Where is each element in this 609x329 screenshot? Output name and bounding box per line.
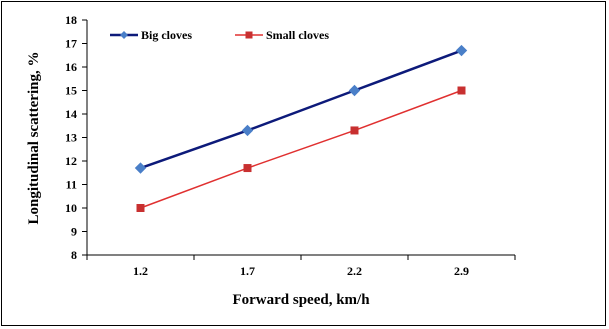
- legend-marker-diamond: [120, 31, 128, 39]
- legend-label: Big cloves: [141, 28, 192, 42]
- y-tick-label: 13: [65, 131, 77, 145]
- y-tick-label: 16: [65, 60, 77, 74]
- legend-marker-square: [245, 31, 253, 39]
- y-tick-label: 18: [65, 13, 77, 27]
- data-point-diamond: [241, 124, 254, 137]
- data-point-square: [457, 86, 466, 95]
- series-line-2: [140, 89, 462, 209]
- y-tick-label: 8: [71, 248, 77, 262]
- y-tick-label: 14: [65, 107, 77, 121]
- y-ticks: 8 9 10 11 12 13 14 15 16 17 18: [65, 13, 87, 262]
- data-point-diamond: [455, 44, 468, 57]
- x-tick-label: 1.2: [133, 264, 148, 278]
- data-point-square: [350, 126, 359, 135]
- x-tick-label: 2.2: [347, 264, 362, 278]
- data-point-diamond: [134, 162, 147, 174]
- y-axis-title: Longitudinal scattering, %: [26, 52, 42, 225]
- x-ticks: 1.2 1.7 2.2 2.9: [86, 255, 516, 278]
- legend: Big cloves Small cloves: [110, 28, 329, 42]
- series-group: [134, 44, 468, 212]
- y-tick-label: 17: [65, 37, 77, 51]
- y-tick-label: 12: [65, 154, 77, 168]
- x-axis-title: Forward speed, km/h: [232, 292, 370, 308]
- data-point-square: [136, 204, 145, 212]
- y-tick-label: 11: [66, 178, 77, 192]
- y-tick-label: 9: [71, 225, 77, 239]
- legend-label: Small cloves: [266, 28, 329, 42]
- x-tick-label: 1.7: [240, 264, 255, 278]
- x-tick-label: 2.9: [454, 264, 469, 278]
- data-point-diamond: [348, 84, 361, 97]
- y-tick-label: 15: [65, 84, 77, 98]
- data-point-square: [243, 164, 252, 173]
- series-line-1: [140, 49, 462, 170]
- y-tick-label: 10: [65, 201, 77, 215]
